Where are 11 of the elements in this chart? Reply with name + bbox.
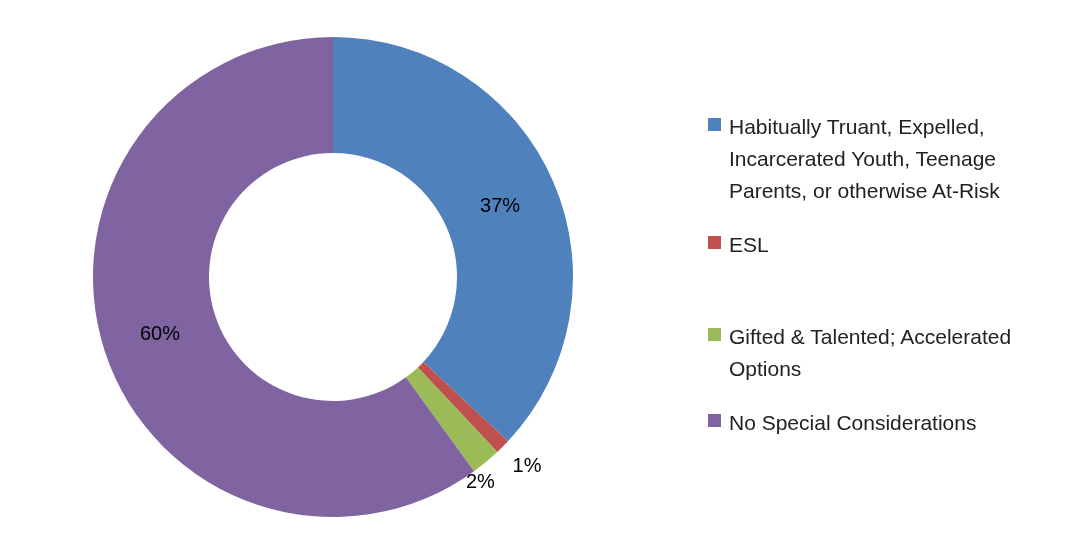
- legend-label: Habitually Truant, Expelled, Incarcerated Youth, Teenage Parents, or otherwise At-Risk: [729, 114, 1001, 204]
- legend-label: Gifted & Talented; Accelerated Options: [729, 324, 1013, 382]
- data-label: 60%: [139, 322, 181, 345]
- donut-slice: [333, 37, 573, 442]
- donut-slice: [405, 367, 498, 472]
- legend-label: No Special Considerations: [729, 410, 977, 436]
- legend-label: ESL: [729, 232, 769, 258]
- data-label: 37%: [480, 193, 521, 216]
- data-label: 2%: [466, 469, 496, 492]
- donut-slice: [417, 361, 508, 452]
- data-label: 1%: [512, 453, 542, 476]
